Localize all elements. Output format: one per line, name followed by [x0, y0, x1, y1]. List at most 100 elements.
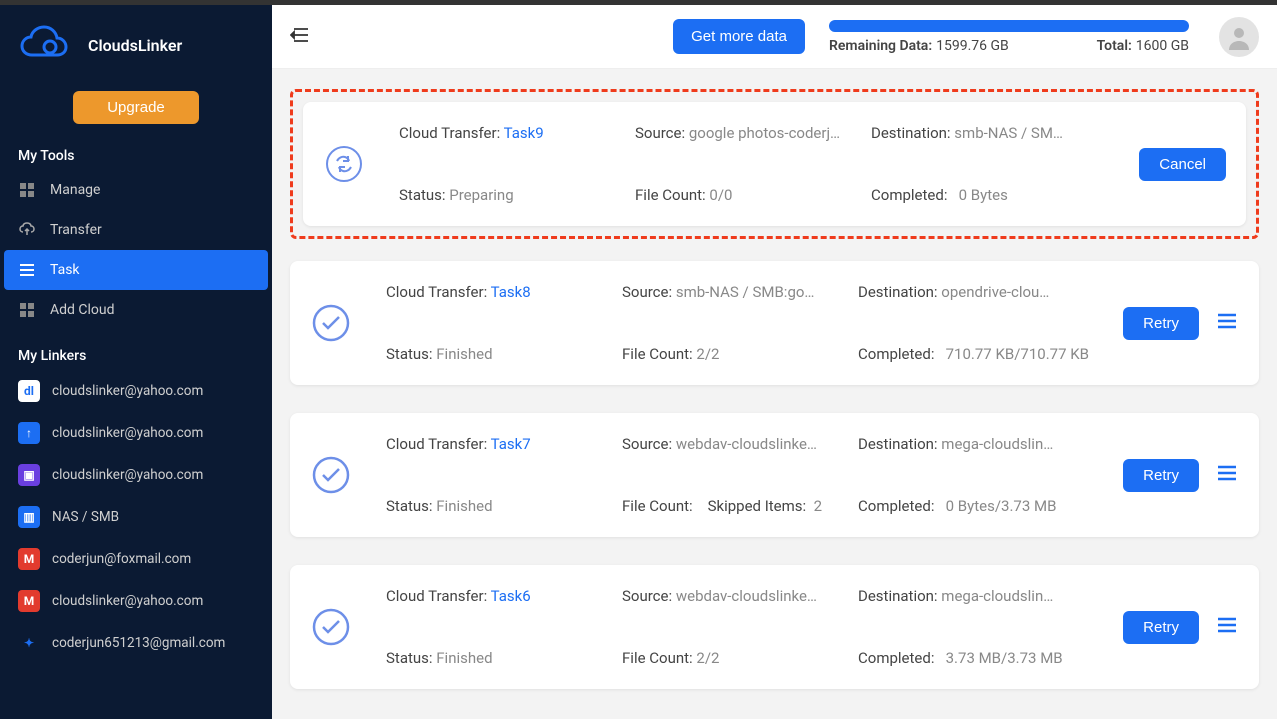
- main: Get more data Remaining Data:1599.76 GB …: [272, 5, 1277, 719]
- status-cell: Status: Preparing: [399, 186, 609, 204]
- task-body: Cloud Transfer: Task7 Source: webdav-clou…: [386, 435, 1105, 515]
- check-icon: [312, 304, 350, 342]
- cloud-transfer-cell: Cloud Transfer: Task8: [386, 283, 596, 301]
- grid-plus-icon: [18, 301, 36, 319]
- source-cell: Source: webdav-cloudslinke…: [622, 435, 832, 453]
- linker-item[interactable]: ▣ cloudslinker@yahoo.com: [0, 454, 272, 496]
- linker-label: coderjun@foxmail.com: [52, 551, 191, 567]
- source-cell: Source: google photos-coderj…: [635, 124, 845, 142]
- task-menu-icon[interactable]: [1215, 613, 1239, 641]
- task-card: Cloud Transfer: Task9 Source: google phot…: [303, 102, 1246, 226]
- task-actions: Retry: [1123, 307, 1239, 340]
- filecount-cell: File Count: 0/0: [635, 186, 845, 204]
- task-card: Cloud Transfer: Task8 Source: smb-NAS / S…: [290, 261, 1259, 385]
- destination-cell: Destination: smb-NAS / SM…: [871, 124, 1071, 142]
- linker-service-icon: ↑: [18, 422, 40, 444]
- check-icon: [312, 456, 350, 494]
- nav-label: Transfer: [50, 222, 102, 238]
- completed-cell: Completed: 0 Bytes: [871, 186, 1121, 204]
- nav-label: Task: [50, 262, 80, 278]
- linker-label: coderjun651213@gmail.com: [52, 635, 225, 651]
- data-usage-bar: [829, 20, 1189, 32]
- collapse-sidebar-icon[interactable]: [290, 26, 310, 48]
- sync-icon: [325, 145, 363, 183]
- nav-label: Add Cloud: [50, 302, 115, 318]
- cloud-transfer-cell: Cloud Transfer: Task6: [386, 587, 596, 605]
- remaining-value: 1599.76 GB: [936, 38, 1009, 54]
- task-card: Cloud Transfer: Task7 Source: webdav-clou…: [290, 413, 1259, 537]
- linker-item[interactable]: ↑ cloudslinker@yahoo.com: [0, 412, 272, 454]
- brand: CloudsLinker: [0, 15, 272, 85]
- completed-cell: Completed: 710.77 KB/710.77 KB: [858, 345, 1105, 363]
- cloud-transfer-cell: Cloud Transfer: Task9: [399, 124, 609, 142]
- task-body: Cloud Transfer: Task9 Source: google phot…: [399, 124, 1121, 204]
- linker-item[interactable]: Mcloudslinker@yahoo.com: [0, 580, 272, 622]
- cloud-logo-icon: [18, 23, 82, 67]
- task-menu-icon[interactable]: [1215, 309, 1239, 337]
- nav-label: Manage: [50, 182, 100, 198]
- task-name[interactable]: Task9: [504, 124, 544, 142]
- status-cell: Status: Finished: [386, 649, 596, 667]
- section-linkers: My Linkers: [0, 342, 272, 370]
- linker-item[interactable]: ✦ coderjun651213@gmail.com: [0, 622, 272, 664]
- linker-service-icon: ✦: [18, 632, 40, 654]
- nav-add-cloud[interactable]: Add Cloud: [0, 290, 272, 330]
- check-icon: [312, 608, 350, 646]
- cloud-up-icon: [18, 221, 36, 239]
- destination-cell: Destination: mega-cloudslin…: [858, 587, 1058, 605]
- remaining-label: Remaining Data:: [829, 38, 932, 54]
- task-name[interactable]: Task6: [491, 587, 531, 605]
- task-list: Cloud Transfer: Task9 Source: google phot…: [272, 69, 1277, 719]
- linker-service-icon: ▥: [18, 506, 40, 528]
- status-cell: Status: Finished: [386, 345, 596, 363]
- destination-cell: Destination: mega-cloudslin…: [858, 435, 1058, 453]
- filecount-cell: File Count: Skipped Items: 2: [622, 497, 852, 515]
- task-menu-icon[interactable]: [1215, 461, 1239, 489]
- upgrade-button[interactable]: Upgrade: [73, 91, 199, 124]
- nav-task[interactable]: Task: [4, 250, 268, 290]
- highlighted-task: Cloud Transfer: Task9 Source: google phot…: [290, 89, 1259, 239]
- user-avatar[interactable]: [1219, 17, 1259, 57]
- nav-manage[interactable]: Manage: [0, 170, 272, 210]
- retry-button[interactable]: Retry: [1123, 307, 1199, 340]
- section-tools: My Tools: [0, 142, 272, 170]
- linker-service-icon: ▣: [18, 464, 40, 486]
- total-value: 1600 GB: [1136, 38, 1189, 54]
- retry-button[interactable]: Retry: [1123, 459, 1199, 492]
- linker-label: cloudslinker@yahoo.com: [52, 383, 203, 399]
- brand-name: CloudsLinker: [88, 36, 182, 55]
- source-cell: Source: smb-NAS / SMB:go…: [622, 283, 832, 301]
- task-name[interactable]: Task8: [491, 283, 531, 301]
- task-body: Cloud Transfer: Task6 Source: webdav-clou…: [386, 587, 1105, 667]
- linker-label: cloudslinker@yahoo.com: [52, 425, 203, 441]
- cloud-transfer-cell: Cloud Transfer: Task7: [386, 435, 596, 453]
- get-more-data-button[interactable]: Get more data: [673, 19, 805, 54]
- header: Get more data Remaining Data:1599.76 GB …: [272, 5, 1277, 69]
- task-card: Cloud Transfer: Task6 Source: webdav-clou…: [290, 565, 1259, 689]
- task-actions: Retry: [1123, 459, 1239, 492]
- total-label: Total:: [1097, 38, 1132, 54]
- linker-item[interactable]: ▥NAS / SMB: [0, 496, 272, 538]
- task-body: Cloud Transfer: Task8 Source: smb-NAS / S…: [386, 283, 1105, 363]
- linker-label: cloudslinker@yahoo.com: [52, 467, 203, 483]
- linker-service-icon: dl: [18, 380, 40, 402]
- list-icon: [18, 261, 36, 279]
- linker-item[interactable]: Mcoderjun@foxmail.com: [0, 538, 272, 580]
- nav-transfer[interactable]: Transfer: [0, 210, 272, 250]
- sidebar: CloudsLinker Upgrade My Tools Manage Tra…: [0, 5, 272, 719]
- linker-label: cloudslinker@yahoo.com: [52, 593, 203, 609]
- cancel-button[interactable]: Cancel: [1139, 148, 1226, 181]
- source-cell: Source: webdav-cloudslinke…: [622, 587, 832, 605]
- linker-item[interactable]: dl cloudslinker@yahoo.com: [0, 370, 272, 412]
- status-cell: Status: Finished: [386, 497, 596, 515]
- completed-cell: Completed: 3.73 MB/3.73 MB: [858, 649, 1105, 667]
- completed-cell: Completed: 0 Bytes/3.73 MB: [858, 497, 1105, 515]
- task-actions: Cancel: [1139, 148, 1226, 181]
- linker-service-icon: M: [18, 548, 40, 570]
- linker-service-icon: M: [18, 590, 40, 612]
- task-actions: Retry: [1123, 611, 1239, 644]
- grid-icon: [18, 181, 36, 199]
- retry-button[interactable]: Retry: [1123, 611, 1199, 644]
- task-name[interactable]: Task7: [491, 435, 531, 453]
- destination-cell: Destination: opendrive-clou…: [858, 283, 1058, 301]
